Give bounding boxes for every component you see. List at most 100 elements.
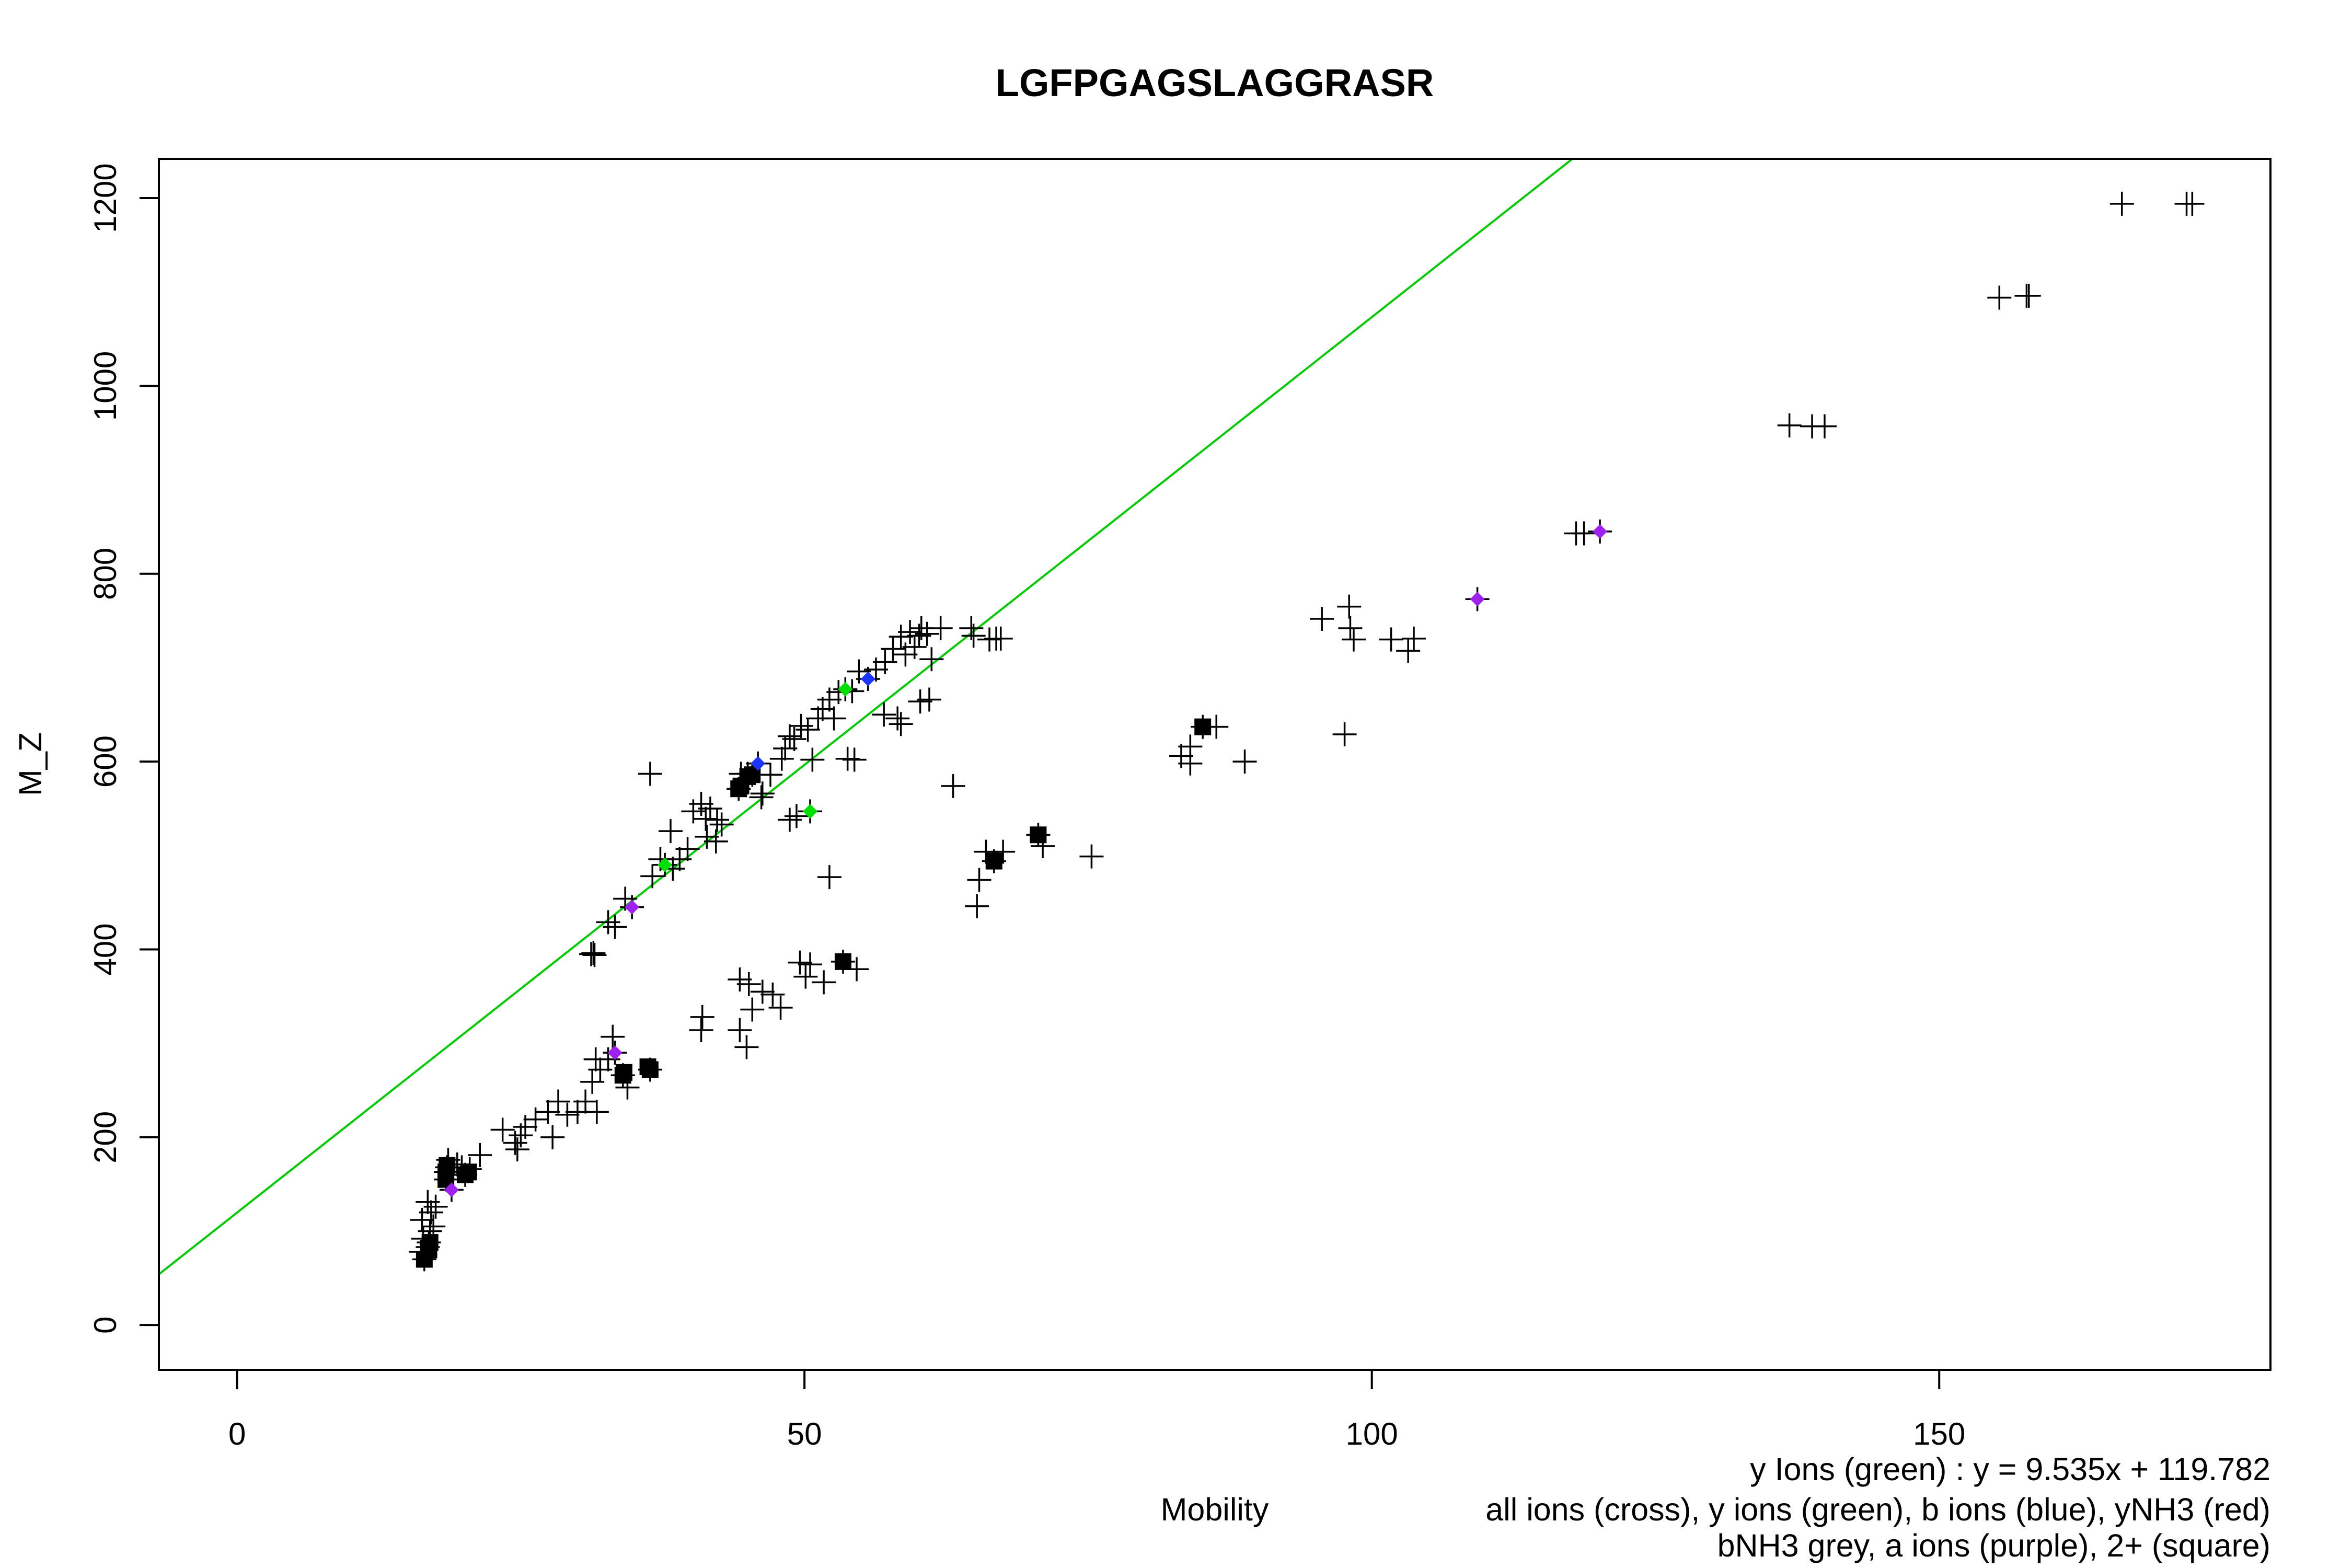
point-2plus: [985, 852, 1002, 870]
point-all-ions: [1178, 734, 1203, 759]
x-tick-label: 50: [787, 1416, 822, 1451]
point-a-ions: [1593, 524, 1608, 539]
point-all-ions: [1812, 414, 1837, 439]
y-tick-label: 800: [88, 548, 123, 600]
fit-line: [159, 159, 1574, 1275]
point-all-ions: [1777, 413, 1802, 437]
point-2plus: [421, 1234, 439, 1251]
x-tick-label: 100: [1346, 1416, 1398, 1451]
point-all-ions: [1232, 750, 1257, 774]
legend-line-2: bNH3 grey, a ions (purple), 2+ (square): [1717, 1528, 2270, 1563]
point-all-ions: [769, 746, 794, 771]
y-tick-label: 0: [88, 1316, 123, 1333]
point-2plus: [641, 1061, 659, 1078]
point-all-ions: [2109, 191, 2134, 216]
point-all-ions: [1379, 627, 1403, 652]
point-a-ions: [1470, 592, 1485, 607]
point-all-ions: [505, 1137, 529, 1162]
y-axis: 0 200 400 600 800 1000 1200: [88, 163, 160, 1334]
point-all-ions: [988, 626, 1013, 651]
point-all-ions: [784, 804, 809, 828]
chart-title: LGFPGAGSLAGGRASR: [996, 61, 1434, 105]
point-all-ions: [1332, 722, 1357, 746]
point-all-ions: [2016, 283, 2041, 308]
point-all-ions: [1079, 844, 1104, 869]
point-2plus: [615, 1064, 632, 1081]
y-tick-label: 600: [88, 735, 123, 788]
point-2plus: [1030, 826, 1047, 844]
point-all-ions: [694, 806, 718, 831]
point-all-ions: [889, 712, 913, 736]
point-all-ions: [582, 943, 607, 967]
data-points: [409, 191, 2205, 1272]
point-all-ions: [1337, 594, 1362, 619]
point-all-ions: [789, 713, 813, 738]
point-all-ions: [695, 824, 719, 849]
y-tick-label: 400: [88, 923, 123, 975]
y-tick-label: 200: [88, 1111, 123, 1163]
point-all-ions: [928, 616, 953, 640]
point-all-ions: [917, 687, 941, 712]
point-all-ions: [573, 1089, 598, 1114]
point-all-ions: [658, 819, 683, 844]
point-all-ions: [760, 982, 785, 1007]
point-all-ions: [749, 785, 774, 810]
x-tick-label: 150: [1913, 1416, 1965, 1451]
point-all-ions: [555, 1102, 580, 1127]
point-all-ions: [991, 839, 1016, 864]
point-2plus: [439, 1157, 456, 1174]
point-all-ions: [419, 1200, 443, 1225]
point-all-ions: [640, 864, 665, 889]
point-all-ions: [773, 736, 798, 760]
fit-equation-label: y Ions (green) : y = 9.535x + 119.782: [1750, 1451, 2270, 1487]
point-all-ions: [580, 1069, 605, 1094]
point-all-ions: [601, 1024, 625, 1049]
y-axis-label: M_Z: [13, 732, 48, 796]
point-all-ions: [961, 624, 986, 648]
y-tick-label: 1200: [88, 163, 123, 233]
point-all-ions: [750, 781, 775, 806]
point-all-ions: [782, 727, 806, 751]
point-all-ions: [1341, 627, 1366, 652]
series-2plus: [416, 718, 1212, 1268]
point-all-ions: [704, 829, 728, 854]
point-all-ions: [800, 747, 825, 772]
point-all-ions: [872, 702, 896, 727]
point-all-ions: [908, 689, 932, 714]
point-all-ions: [965, 894, 989, 918]
point-all-ions: [728, 1018, 752, 1042]
series-a-ions: [444, 524, 1608, 1197]
point-y-ions: [803, 804, 818, 819]
point-all-ions: [705, 808, 729, 832]
series-b-ions: [751, 671, 875, 771]
point-all-ions: [817, 865, 841, 890]
point-all-ions: [873, 650, 897, 674]
point-all-ions: [579, 942, 603, 966]
point-all-ions: [490, 1117, 515, 1142]
point-all-ions: [941, 774, 965, 798]
point-all-ions: [977, 627, 1002, 652]
point-y-ions: [658, 857, 673, 872]
point-all-ions: [709, 812, 734, 837]
point-all-ions: [416, 1190, 440, 1214]
series-y-ions: [658, 682, 853, 872]
x-axis-label: Mobility: [1161, 1492, 1269, 1527]
x-axis: 0 50 100 150: [228, 1369, 1965, 1451]
point-all-ions: [1987, 285, 2012, 310]
point-all-ions: [881, 637, 905, 661]
y-tick-label: 1000: [88, 351, 123, 421]
point-all-ions: [915, 621, 939, 646]
point-all-ions: [523, 1107, 548, 1132]
point-2plus: [460, 1163, 477, 1181]
point-2plus: [1194, 718, 1212, 735]
point-all-ions: [546, 1089, 571, 1114]
point-all-ions: [788, 950, 812, 975]
point-all-ions: [835, 746, 860, 771]
point-all-ions: [798, 952, 823, 977]
point-all-ions: [793, 964, 818, 989]
point-all-ions: [2180, 191, 2205, 216]
point-all-ions: [795, 718, 820, 742]
point-all-ions: [603, 915, 627, 939]
point-all-ions: [967, 868, 991, 892]
